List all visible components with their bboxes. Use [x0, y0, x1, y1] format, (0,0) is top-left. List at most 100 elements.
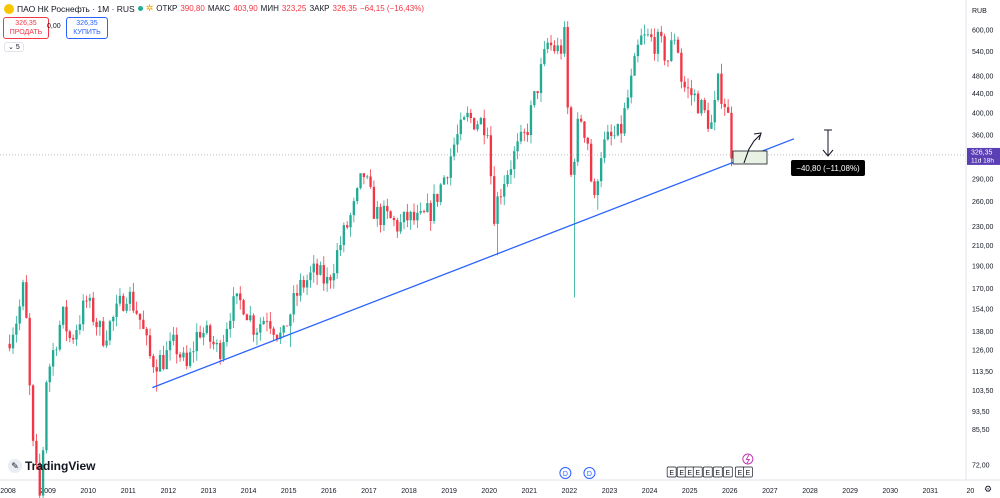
flash-icon[interactable] [742, 453, 754, 465]
candle [606, 124, 609, 141]
candle [419, 202, 422, 215]
candle [282, 324, 285, 337]
candle [92, 291, 95, 326]
earnings-marker[interactable]: E [734, 466, 745, 478]
candle [219, 339, 222, 365]
candle [402, 211, 406, 230]
earnings-marker[interactable]: E [676, 466, 687, 478]
candle [509, 160, 513, 184]
symbol-title[interactable]: ПАО НК Роснефть · 1М · RUS [17, 3, 135, 14]
dividend-marker[interactable]: D [559, 467, 572, 479]
price-tick-label: 170,00 [972, 286, 994, 293]
earnings-marker-label: E [737, 470, 742, 477]
buy-button[interactable]: 326,35 КУПИТЬ [66, 17, 108, 39]
market-status-icon [137, 6, 143, 11]
candle [569, 105, 573, 178]
year-tick-label: 2009 [40, 488, 56, 495]
year-tick-label: 2008 [0, 488, 16, 495]
candle [643, 24, 646, 45]
candle [603, 131, 606, 164]
ohlc-open-key: ОТКР [156, 4, 178, 13]
indicators-toggle-button[interactable]: ⌄ 5 [4, 42, 24, 52]
candle [556, 37, 559, 55]
price-tick-label: 72,00 [972, 463, 990, 470]
candle [275, 334, 279, 342]
earnings-marker[interactable]: E [742, 466, 753, 478]
year-tick-label: 2015 [281, 488, 297, 495]
candle [656, 28, 660, 62]
year-tick-label: 2022 [562, 488, 578, 495]
year-tick-label: 2028 [802, 488, 818, 495]
sell-price: 326,35 [15, 20, 37, 27]
sell-label: ПРОДАТЬ [9, 29, 43, 36]
candle [158, 349, 162, 372]
candle [172, 327, 175, 346]
candle [579, 114, 583, 123]
candle [640, 28, 643, 46]
candle [696, 90, 700, 114]
candle [686, 78, 690, 99]
candle [599, 152, 603, 188]
candle [35, 433, 38, 470]
year-tick-label: 2021 [522, 488, 538, 495]
earnings-marker[interactable]: E [692, 466, 703, 478]
candle [145, 326, 148, 346]
candle [700, 98, 703, 116]
measure-label-text: −40,80 (−11,08%) [796, 164, 860, 173]
price-tick-label: 103,50 [972, 388, 994, 395]
earnings-marker[interactable]: E [722, 466, 733, 478]
candle [125, 297, 128, 314]
candle [409, 210, 412, 230]
candle [309, 266, 312, 288]
candle [716, 72, 720, 102]
candle [503, 175, 506, 206]
candle [225, 322, 229, 347]
trendline[interactable] [152, 138, 795, 389]
candle [526, 123, 529, 142]
projection-arrow-up[interactable] [743, 134, 761, 164]
candle [519, 124, 523, 145]
candle [596, 179, 599, 210]
earnings-marker[interactable]: E [712, 466, 723, 478]
price-tick-label: 540,00 [972, 49, 994, 56]
candle [693, 89, 696, 102]
earnings-marker[interactable]: E [666, 466, 677, 478]
candle [366, 174, 369, 180]
dividend-marker[interactable]: D [583, 467, 596, 479]
candle [436, 193, 439, 207]
sell-button[interactable]: 326,35 ПРОДАТЬ [3, 17, 49, 39]
price-tick-label: 290,00 [972, 177, 994, 184]
tradingview-logo[interactable]: ✎ TradingView [8, 459, 95, 473]
candle [666, 60, 670, 67]
candle [356, 186, 359, 205]
candle [456, 124, 459, 153]
candle [202, 327, 205, 346]
projection-box[interactable] [732, 150, 768, 165]
candle [18, 299, 21, 331]
gear-icon[interactable]: ⚙ [984, 484, 993, 494]
candle [559, 39, 563, 60]
candle [416, 204, 419, 228]
price-tick-label: 126,00 [972, 348, 994, 355]
candle [269, 311, 272, 334]
year-tick-label: 2014 [241, 488, 257, 495]
candle [720, 63, 723, 109]
candle [299, 273, 302, 302]
indicators-count: 5 [15, 44, 20, 51]
earnings-marker[interactable]: E [684, 466, 695, 478]
candle [15, 315, 18, 343]
arrow-head-icon [753, 132, 762, 141]
price-tick-label: 210,00 [972, 243, 994, 250]
candle [152, 353, 155, 374]
earnings-marker-label: E [725, 470, 730, 477]
candle [242, 298, 245, 316]
candle [112, 315, 115, 331]
candle [426, 193, 429, 213]
candle [683, 76, 686, 92]
currency-label: RUB [972, 8, 987, 15]
earnings-marker[interactable]: E [702, 466, 713, 478]
year-tick-label: 2011 [121, 488, 136, 495]
ohlc-change-value: −64,15 (−16,43%) [359, 4, 425, 13]
